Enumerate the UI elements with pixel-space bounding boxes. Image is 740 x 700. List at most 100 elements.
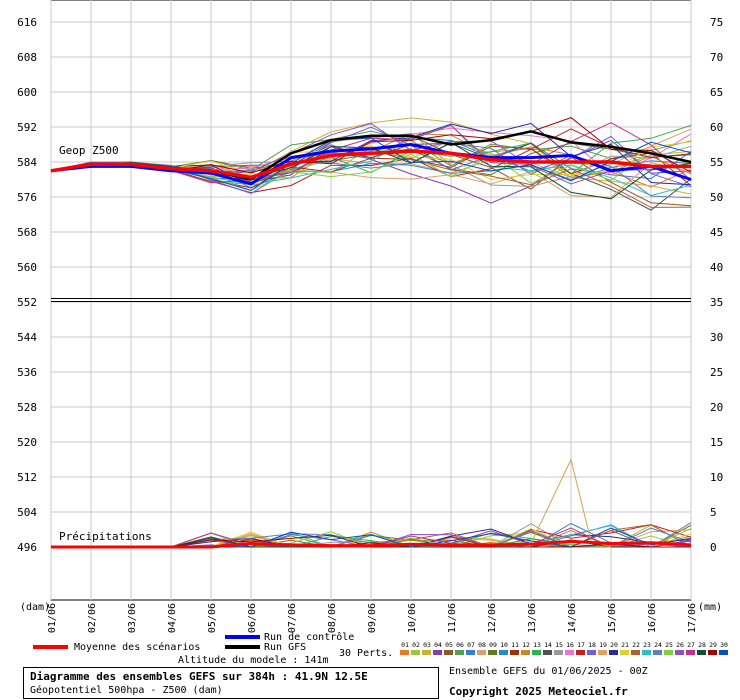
- panel-label-z500: Geop Z500: [59, 144, 119, 157]
- right-tick-label: 40: [710, 261, 723, 274]
- pert-swatch: [587, 650, 596, 655]
- left-tick-label: 608: [17, 51, 37, 64]
- x-tick-label: 12/06: [487, 603, 498, 633]
- legend-mean-label: Moyenne des scénarios: [74, 641, 200, 653]
- x-tick-label: 16/06: [647, 603, 658, 633]
- right-tick-label: 10: [710, 471, 723, 484]
- right-tick-label: 20: [710, 401, 723, 414]
- pert-number: 21: [621, 641, 629, 649]
- pert-number: 29: [709, 641, 717, 649]
- pert-swatch: [532, 650, 541, 655]
- right-tick-label: 65: [710, 86, 723, 99]
- pert-number: 18: [588, 641, 596, 649]
- right-tick-label: 0: [710, 541, 717, 554]
- pert-swatch: [488, 650, 497, 655]
- left-tick-label: 592: [17, 121, 37, 134]
- x-tick-label: 13/06: [527, 603, 538, 633]
- left-tick-label: 576: [17, 191, 37, 204]
- pert-number: 01: [401, 641, 409, 649]
- pert-swatch: [411, 650, 420, 655]
- pert-swatch: [477, 650, 486, 655]
- left-axis-unit: (dam): [20, 602, 50, 613]
- precip-mean-line: [51, 539, 692, 549]
- caption-subtitle: Géopotentiel 500hpa - Z500 (dam): [30, 685, 223, 696]
- right-axis-unit: (mm): [698, 602, 722, 613]
- pert-swatch: [400, 650, 409, 655]
- pert-number: 24: [654, 641, 662, 649]
- left-tick-label: 504: [17, 506, 37, 519]
- pert-number: 23: [643, 641, 651, 649]
- pert-number: 17: [577, 641, 585, 649]
- caption-box: Diagramme des ensembles GEFS sur 384h : …: [23, 667, 439, 699]
- pert-number: 07: [467, 641, 475, 649]
- x-tick-label: 11/06: [447, 603, 458, 633]
- pert-swatch: [499, 650, 508, 655]
- right-tick-label: 45: [710, 226, 723, 239]
- pert-swatch: [631, 650, 640, 655]
- right-tick-label: 55: [710, 156, 723, 169]
- right-tick-label: 30: [710, 331, 723, 344]
- pert-number: 08: [478, 641, 486, 649]
- pert-number: 11: [511, 641, 519, 649]
- x-tick-label: 01/06: [47, 603, 58, 633]
- grid-lines: [50, 0, 692, 600]
- right-tick-label: 25: [710, 366, 723, 379]
- pert-number: 02: [412, 641, 420, 649]
- pert-number: 04: [434, 641, 442, 649]
- panel-label-precip: Précipitations: [59, 530, 152, 543]
- pert-swatch: [598, 650, 607, 655]
- caption-title: Diagramme des ensembles GEFS sur 384h : …: [30, 670, 368, 683]
- pert-number: 03: [423, 641, 431, 649]
- pert-swatch: [521, 650, 530, 655]
- pert-swatch: [697, 650, 706, 655]
- pert-number: 13: [533, 641, 541, 649]
- x-tick-label: 07/06: [287, 603, 298, 633]
- pert-swatch: [510, 650, 519, 655]
- left-tick-label: 512: [17, 471, 37, 484]
- left-tick-label: 528: [17, 401, 37, 414]
- legend-perts-label: 30 Perts.: [339, 648, 393, 659]
- left-tick-label: 544: [17, 331, 37, 344]
- pert-swatch: [675, 650, 684, 655]
- pert-number: 27: [687, 641, 695, 649]
- left-tick-label: 536: [17, 366, 37, 379]
- axis-ticks: 6166086005925845765685605525445365285205…: [17, 16, 723, 633]
- pert-swatch: [433, 650, 442, 655]
- right-tick-label: 35: [710, 296, 723, 309]
- right-tick-label: 50: [710, 191, 723, 204]
- left-tick-label: 600: [17, 86, 37, 99]
- x-tick-label: 08/06: [327, 603, 338, 633]
- pert-number: 14: [544, 641, 552, 649]
- x-tick-label: 09/06: [367, 603, 378, 633]
- x-tick-label: 17/06: [687, 603, 698, 633]
- pert-swatch: [543, 650, 552, 655]
- pert-number: 30: [720, 641, 728, 649]
- pert-swatch: [455, 650, 464, 655]
- pert-swatch: [422, 650, 431, 655]
- x-tick-label: 04/06: [167, 603, 178, 633]
- copyright: Copyright 2025 Meteociel.fr: [449, 685, 628, 698]
- right-tick-label: 70: [710, 51, 723, 64]
- pert-number: 20: [610, 641, 618, 649]
- left-tick-label: 584: [17, 156, 37, 169]
- mean-line: [50, 149, 691, 180]
- pert-number: 05: [445, 641, 453, 649]
- pert-number: 06: [456, 641, 464, 649]
- pert-swatch: [653, 650, 662, 655]
- left-tick-label: 568: [17, 226, 37, 239]
- x-tick-label: 06/06: [247, 603, 258, 633]
- x-tick-label: 14/06: [567, 603, 578, 633]
- ensemble-chart: 6166086005925845765685605525445365285205…: [17, 0, 728, 665]
- pert-swatch: [576, 650, 585, 655]
- legend: Moyenne des scénarios Run de contrôleRun …: [33, 631, 728, 665]
- pert-number: 25: [665, 641, 673, 649]
- x-tick-label: 10/06: [407, 603, 418, 633]
- x-tick-label: 05/06: [207, 603, 218, 633]
- pert-swatch: [686, 650, 695, 655]
- left-tick-label: 496: [17, 541, 37, 554]
- legend-control-label: Run de contrôle: [264, 631, 354, 643]
- pert-number: 12: [522, 641, 530, 649]
- legend-gfs-label: Run GFS: [264, 642, 306, 653]
- pert-swatch: [565, 650, 574, 655]
- right-tick-label: 60: [710, 121, 723, 134]
